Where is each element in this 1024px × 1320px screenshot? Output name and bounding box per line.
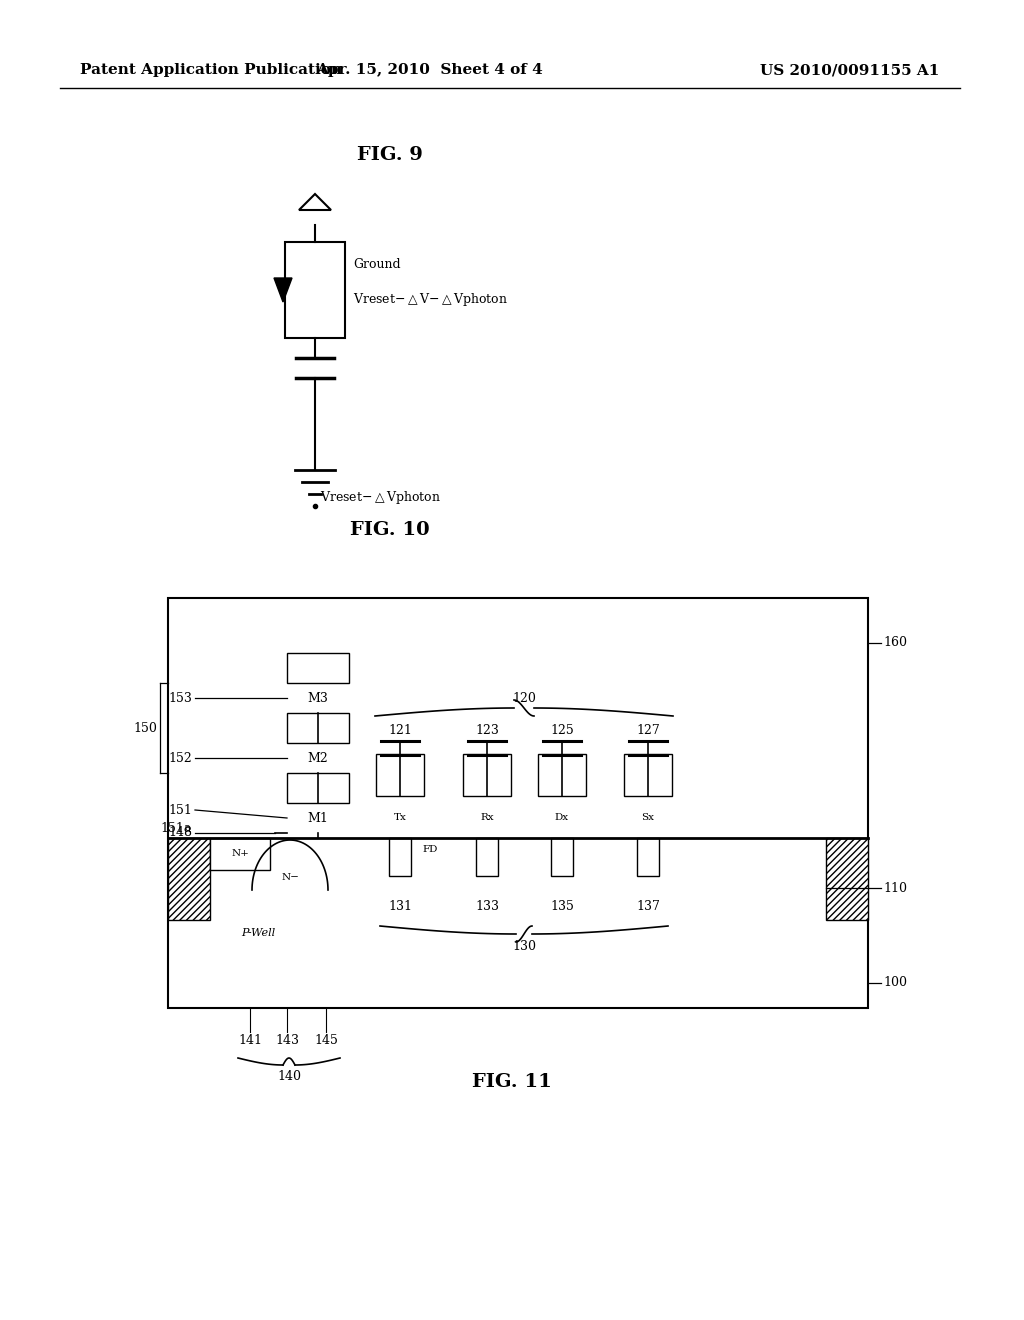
Text: 153: 153 [168,692,193,705]
Bar [538,754,586,796]
Text: Sx: Sx [641,813,654,821]
Text: Dx: Dx [555,813,569,821]
Text: 125: 125 [550,725,573,738]
Text: 141: 141 [238,1034,262,1047]
Text: 121: 121 [388,725,412,738]
Bar [287,774,349,803]
Text: 127: 127 [636,725,659,738]
Text: FIG. 11: FIG. 11 [472,1073,552,1092]
Text: 120: 120 [512,692,536,705]
Text: 110: 110 [883,882,907,895]
Text: FIG. 9: FIG. 9 [357,147,423,164]
Bar [168,598,868,1008]
Text: 143: 143 [275,1034,299,1047]
Text: FIG. 10: FIG. 10 [350,521,430,539]
Text: Patent Application Publication: Patent Application Publication [80,63,342,77]
Bar [287,653,349,682]
Bar [463,754,511,796]
Text: 130: 130 [512,940,536,953]
Bar [389,838,411,876]
Text: 140: 140 [278,1069,301,1082]
Polygon shape [274,279,292,302]
Bar [376,754,424,796]
Text: 160: 160 [883,636,907,649]
Bar [210,838,270,870]
Text: 123: 123 [475,725,499,738]
Text: 148: 148 [168,826,193,840]
Bar [476,838,498,876]
Text: 151: 151 [168,804,193,817]
Text: FD: FD [422,846,437,854]
Text: 151a: 151a [161,821,193,834]
Text: Vreset$-\triangle$Vphoton: Vreset$-\triangle$Vphoton [319,490,441,507]
Text: Ground: Ground [353,257,400,271]
Text: 131: 131 [388,899,412,912]
Text: Tx: Tx [393,813,407,821]
Text: 150: 150 [133,722,157,734]
Bar [285,242,345,338]
Text: 145: 145 [314,1034,338,1047]
Bar [551,838,573,876]
Text: 100: 100 [883,977,907,990]
Bar [168,838,210,920]
Text: N−: N− [281,874,299,883]
Bar [287,713,349,743]
Text: M3: M3 [307,692,329,705]
Text: Apr. 15, 2010  Sheet 4 of 4: Apr. 15, 2010 Sheet 4 of 4 [316,63,544,77]
Text: M2: M2 [307,751,329,764]
Text: 137: 137 [636,899,659,912]
Text: Vreset$-\triangle$V$-\triangle$Vphoton: Vreset$-\triangle$V$-\triangle$Vphoton [353,292,508,309]
Text: M1: M1 [307,812,329,825]
Text: Rx: Rx [480,813,494,821]
Bar [637,838,659,876]
Text: P-Well: P-Well [241,928,275,939]
Text: 133: 133 [475,899,499,912]
Text: US 2010/0091155 A1: US 2010/0091155 A1 [760,63,939,77]
Bar [624,754,672,796]
Bar [826,838,868,920]
Text: N+: N+ [231,850,249,858]
Text: 135: 135 [550,899,573,912]
Text: 152: 152 [168,751,193,764]
